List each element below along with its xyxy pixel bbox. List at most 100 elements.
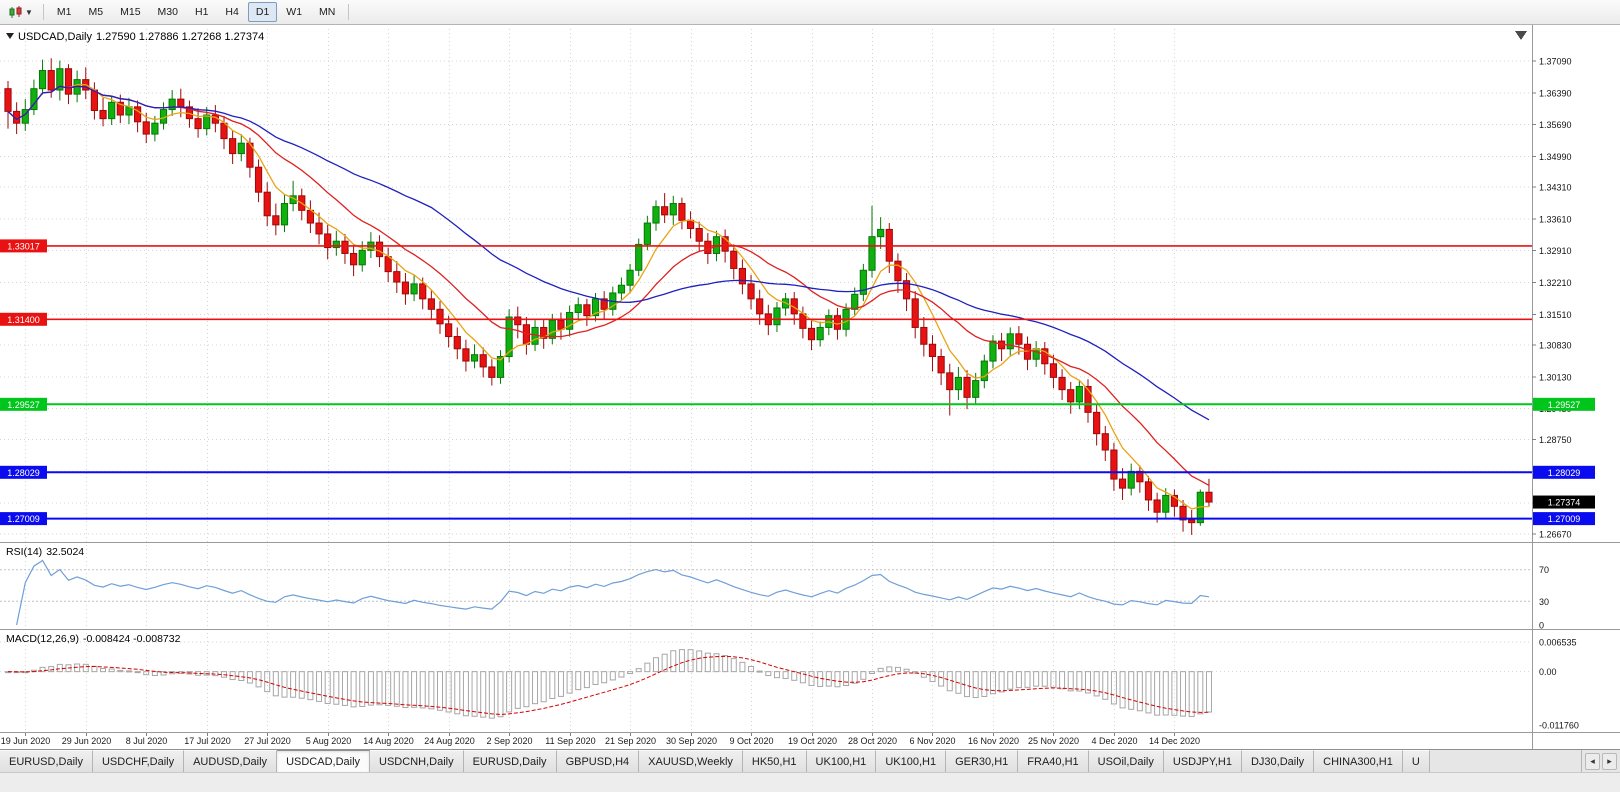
chart-tab[interactable]: CHINA300,H1 <box>1314 750 1403 772</box>
macd-histogram-bar <box>696 650 703 673</box>
macd-histogram-bar <box>843 671 850 687</box>
time-axis-label: 29 Jun 2020 <box>62 736 112 746</box>
macd-histogram-bar <box>644 662 651 673</box>
macd-histogram-bar <box>514 671 521 709</box>
time-axis-label: 6 Nov 2020 <box>909 736 955 746</box>
level-price-tag: 1.27009 <box>7 514 40 524</box>
timeframe-button-h4[interactable]: H4 <box>225 5 239 18</box>
macd-histogram-bar <box>1136 671 1143 712</box>
price-axis-label: 1.31510 <box>1539 310 1572 320</box>
chart-tab[interactable]: DJ30,Daily <box>1241 750 1315 772</box>
macd-histogram-bar <box>869 671 875 675</box>
macd-histogram-bar <box>1180 671 1187 717</box>
horizontal-level-lines[interactable] <box>0 245 1532 520</box>
chart-tab[interactable]: UK100,H1 <box>876 750 947 772</box>
chart-tab[interactable]: USDCHF,Daily <box>92 750 185 772</box>
chart-tab[interactable]: AUDUSD,Daily <box>184 750 278 772</box>
chart-canvas[interactable]: 19 Jun 2020 29 Jun 2020 8 Jul 2020 17 Jul 2… <box>0 25 1620 749</box>
timeframe-button-m1[interactable]: M1 <box>56 5 72 18</box>
chart-tab[interactable]: USDJPY,H1 <box>1163 750 1242 772</box>
candle-series <box>4 58 1213 535</box>
macd-histogram-bar <box>333 671 340 705</box>
timeframe-button-w1[interactable]: W1 <box>286 5 303 18</box>
chart-type-button[interactable]: ▼ <box>4 3 38 22</box>
macd-axis-label: 0.00 <box>1539 667 1557 677</box>
chart-tab[interactable]: HK50,H1 <box>742 750 807 772</box>
macd-histogram-bar <box>134 671 141 674</box>
macd-histogram-bar <box>471 671 478 717</box>
chart-tab[interactable]: U <box>1402 750 1430 772</box>
macd-histogram-bar <box>704 652 711 673</box>
chart-tab[interactable]: FRA40,H1 <box>1018 750 1089 772</box>
rsi-line <box>16 559 1210 626</box>
macd-histogram-bar <box>886 666 893 673</box>
macd-histogram-bar <box>462 671 469 717</box>
timeframe-button-m5[interactable]: M5 <box>88 5 104 18</box>
macd-histogram-bar <box>82 663 89 673</box>
macd-histogram-bar <box>350 671 357 708</box>
macd-histogram-bar <box>1188 671 1195 717</box>
macd-histogram-bar <box>272 671 279 697</box>
chart-tab[interactable]: GBPUSD,H4 <box>556 750 640 772</box>
price-axis-label: 1.26670 <box>1539 530 1572 540</box>
macd-histogram-bar <box>1205 671 1212 713</box>
macd-histogram-bar <box>480 671 487 718</box>
chart-shift-marker-icon[interactable] <box>1515 31 1527 40</box>
tab-scroll-left-icon[interactable]: ◂ <box>1585 752 1600 770</box>
macd-histogram-bar <box>1015 671 1022 689</box>
timeframe-button-mn[interactable]: MN <box>319 5 336 18</box>
rsi-axis-label: 30 <box>1539 597 1549 607</box>
fast-ma-line <box>7 83 1210 510</box>
chart-tabs-bar: EURUSD,Daily USDCHF,Daily AUDUSD,Daily USDC… <box>0 749 1620 772</box>
macd-histogram-bar <box>108 668 115 673</box>
macd-histogram-bar <box>48 666 55 673</box>
chart-tab[interactable]: USOil,Daily <box>1088 750 1164 772</box>
macd-axis-label: 0.006535 <box>1539 638 1577 648</box>
chart-window[interactable]: 19 Jun 2020 29 Jun 2020 8 Jul 2020 17 Jul 2… <box>0 25 1620 749</box>
macd-histogram-bar <box>618 671 625 678</box>
macd-histogram-bar <box>1007 671 1014 690</box>
macd-histogram-bar <box>739 661 746 673</box>
macd-histogram-bar <box>376 671 383 706</box>
chart-tab-active[interactable]: USDCAD,Daily <box>277 750 371 772</box>
chart-tab[interactable]: UK100,H1 <box>806 750 877 772</box>
chart-tab[interactable]: EURUSD,Daily <box>0 750 93 772</box>
chart-tab[interactable]: EURUSD,Daily <box>463 750 557 772</box>
time-axis-label: 25 Nov 2020 <box>1028 736 1079 746</box>
level-price-tag: 1.28029 <box>7 468 40 478</box>
macd-histogram-bar <box>411 671 418 708</box>
macd-histogram-bar <box>903 668 910 673</box>
macd-histogram-bar <box>972 671 979 699</box>
macd-histogram-bar <box>238 671 245 681</box>
macd-histogram-bar <box>756 670 763 673</box>
macd-histogram-bar <box>929 671 936 683</box>
price-axis-label: 1.36390 <box>1539 88 1572 98</box>
chevron-down-icon: ▼ <box>25 7 33 17</box>
time-axis-label: 17 Jul 2020 <box>184 736 231 746</box>
macd-histogram-bar <box>834 671 841 688</box>
macd-histogram-bar <box>549 671 556 700</box>
macd-histogram-bar <box>609 671 616 681</box>
macd-histogram-bar <box>938 671 945 687</box>
price-axis-label: 1.34990 <box>1539 152 1572 162</box>
chart-tab[interactable]: GER30,H1 <box>946 750 1019 772</box>
chart-tab[interactable]: XAUUSD,Weekly <box>639 750 743 772</box>
macd-histogram-bar <box>151 671 158 677</box>
macd-histogram-bar <box>1050 671 1057 688</box>
time-axis-label: 4 Dec 2020 <box>1091 736 1137 746</box>
macd-histogram-bar <box>1059 671 1066 690</box>
price-axis-label: 1.37090 <box>1539 57 1572 67</box>
timeframe-button-h1[interactable]: H1 <box>194 5 209 18</box>
chart-tab[interactable]: USDCNH,Daily <box>370 750 464 772</box>
macd-histogram-bar <box>989 671 996 695</box>
timeframe-button-d1[interactable]: D1 <box>247 1 278 23</box>
time-axis-label: 28 Oct 2020 <box>848 736 897 746</box>
level-price-tag: 1.27009 <box>1548 514 1581 524</box>
tab-scroll-right-icon[interactable]: ▸ <box>1602 752 1617 770</box>
timeframe-button-m30[interactable]: M30 <box>157 5 178 18</box>
macd-histogram-bar <box>428 671 435 710</box>
rsi-axis-label: 0 <box>1539 621 1544 631</box>
level-price-tag: 1.29527 <box>1548 400 1581 410</box>
price-axis-label: 1.34310 <box>1539 183 1572 193</box>
timeframe-button-m15[interactable]: M15 <box>120 5 141 18</box>
